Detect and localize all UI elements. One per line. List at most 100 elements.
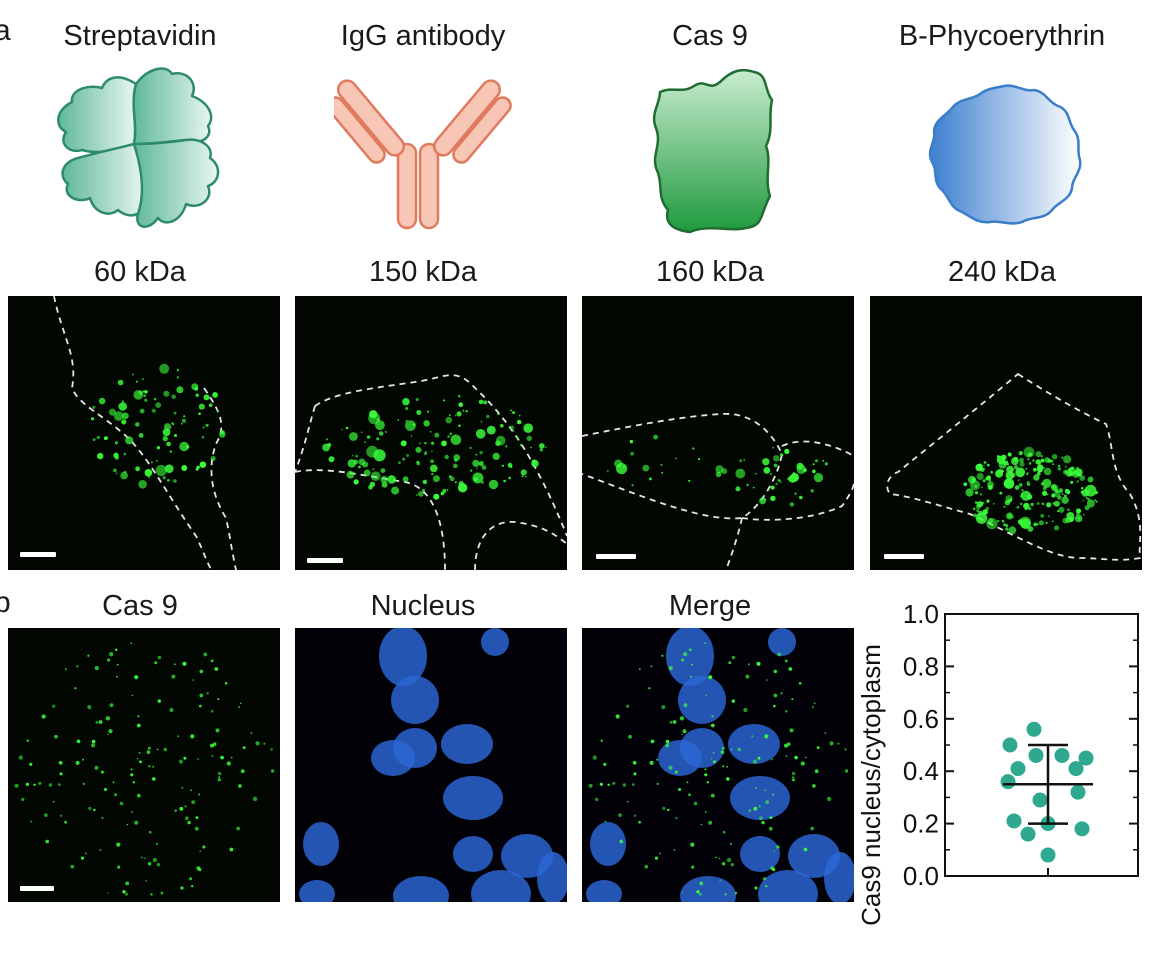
fluorescent-punctum <box>1008 526 1017 535</box>
fluorescent-punctum <box>416 460 419 464</box>
fluorescent-punctum <box>1013 456 1019 462</box>
fluorescent-punctum <box>181 465 188 471</box>
fluorescent-punctum <box>135 380 138 383</box>
fluorescent-punctum <box>160 891 164 895</box>
fluorescent-punctum <box>117 379 124 386</box>
fluorescent-punctum <box>380 476 388 484</box>
fluorescent-punctum <box>446 489 449 491</box>
fluorescent-punctum <box>217 778 221 782</box>
fluorescent-punctum <box>97 452 104 460</box>
fluorescent-punctum <box>144 857 147 860</box>
fluorescent-punctum <box>220 755 224 760</box>
data-point <box>1002 737 1018 753</box>
fluorescent-punctum <box>470 469 473 472</box>
fluorescent-punctum <box>147 862 152 866</box>
scale-bar <box>307 558 343 563</box>
fluorescent-punctum <box>691 865 695 869</box>
fluorescent-punctum <box>238 706 240 709</box>
fluorescent-punctum <box>599 782 603 786</box>
fluorescent-punctum <box>400 440 407 447</box>
fluorescent-punctum <box>1036 502 1040 505</box>
fluorescent-punctum <box>1057 466 1062 471</box>
mass-label-streptavidin: 60 kDa <box>94 256 186 288</box>
nucleus-blob <box>537 852 567 902</box>
fluorescent-punctum <box>604 820 607 823</box>
fluorescent-punctum <box>1012 516 1014 519</box>
fluorescent-punctum <box>765 800 770 805</box>
fluorescent-punctum <box>146 750 151 755</box>
fluorescent-punctum <box>1065 517 1072 524</box>
data-point <box>1032 792 1048 808</box>
fluorescent-punctum <box>974 491 979 495</box>
fluorescent-punctum <box>595 797 599 802</box>
fluorescent-punctum <box>508 476 511 480</box>
fluorescent-punctum <box>1037 471 1041 476</box>
fluorescent-punctum <box>183 415 186 418</box>
fluorescent-punctum <box>433 493 440 500</box>
fluorescent-punctum <box>138 480 147 489</box>
fluorescent-punctum <box>162 428 171 437</box>
fluorescent-punctum <box>1052 463 1054 465</box>
data-point <box>1000 774 1016 790</box>
fluorescent-punctum <box>737 747 741 752</box>
nucleus-blob <box>299 880 335 902</box>
fluorescent-punctum <box>52 800 55 803</box>
fluorescent-punctum <box>675 817 678 820</box>
fluorescent-punctum <box>252 796 258 802</box>
fluorescent-punctum <box>634 814 637 817</box>
fluorescent-punctum <box>147 746 151 750</box>
fluorescent-punctum <box>376 437 380 441</box>
fluorescent-punctum <box>195 816 199 819</box>
fluorescent-punctum <box>779 480 782 483</box>
fluorescent-punctum <box>629 439 634 444</box>
fluorescent-punctum <box>113 452 119 458</box>
fluorescent-punctum <box>816 746 820 750</box>
fluorescent-punctum <box>844 769 849 773</box>
fluorescent-punctum <box>132 373 134 376</box>
fluorescent-punctum <box>963 482 968 487</box>
fluorescent-punctum <box>167 479 170 482</box>
fluorescent-punctum <box>159 363 170 374</box>
fluorescent-punctum <box>758 805 761 808</box>
fluorescent-punctum <box>456 411 462 417</box>
fluorescent-punctum <box>198 793 201 796</box>
fluorescent-punctum <box>202 845 206 849</box>
fluorescent-punctum <box>518 414 521 417</box>
fluorescent-punctum <box>754 886 758 890</box>
fluorescent-punctum <box>785 755 788 757</box>
fluorescent-punctum <box>719 880 722 882</box>
fluorescent-punctum <box>152 777 156 781</box>
fluorescent-punctum <box>682 729 687 734</box>
fluorescent-punctum <box>150 893 153 896</box>
fluorescent-punctum <box>1005 527 1009 531</box>
mass-label-cas9: 160 kDa <box>655 256 764 288</box>
fluorescent-punctum <box>465 410 468 413</box>
fluorescent-punctum <box>826 796 832 802</box>
fluorescent-punctum <box>1084 484 1097 497</box>
fluorescent-punctum <box>469 446 472 450</box>
protein-title-cas9: Cas 9 <box>672 20 748 52</box>
fluorescent-punctum <box>976 472 984 480</box>
fluorescent-punctum <box>722 765 725 768</box>
fluorescent-punctum <box>661 705 666 710</box>
fluorescent-punctum <box>94 765 99 770</box>
fluorescent-punctum <box>479 450 483 455</box>
fluorescent-punctum <box>770 485 775 490</box>
fluorescent-punctum <box>603 762 607 766</box>
fluorescent-punctum <box>987 475 991 478</box>
fluorescent-punctum <box>250 732 253 735</box>
fluorescent-punctum <box>402 476 409 483</box>
fluorescent-punctum <box>44 813 48 817</box>
fluorescent-punctum <box>82 782 85 785</box>
fluorescent-punctum <box>416 494 418 496</box>
fluorescent-punctum <box>422 479 427 485</box>
fluorescent-punctum <box>1033 474 1040 481</box>
fluorescent-punctum <box>154 661 158 665</box>
fluorescent-punctum <box>794 492 797 495</box>
fluorescent-punctum <box>1083 513 1085 516</box>
fluorescent-punctum <box>775 482 778 486</box>
fluorescent-punctum <box>600 739 603 742</box>
fluorescent-punctum <box>688 479 691 482</box>
fluorescent-punctum <box>788 667 793 671</box>
fluorescent-punctum <box>85 852 87 855</box>
